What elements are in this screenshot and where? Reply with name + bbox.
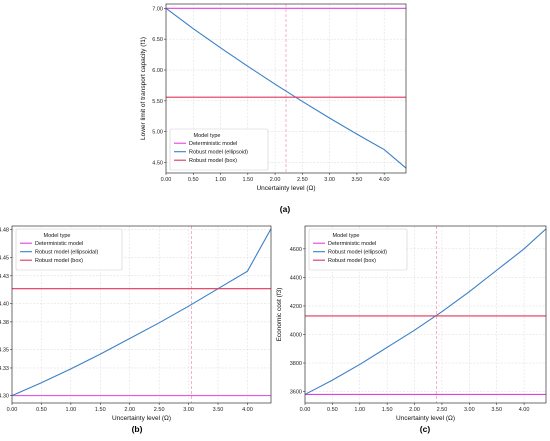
y-tick-label: 4.43 — [0, 274, 9, 280]
x-axis-label: Uncertainty level (Ω) — [112, 415, 171, 422]
x-tick-label: 3.50 — [213, 407, 224, 413]
legend-entry: Robust model (ellipsoid) — [189, 150, 248, 156]
x-axis-label: Uncertainty level (Ω) — [396, 415, 455, 422]
x-tick-label: 3.00 — [324, 177, 335, 183]
panel-label: (a) — [280, 204, 291, 214]
legend-entry: Robust model (ellipsoid) — [328, 250, 387, 256]
legend-title: Model type — [194, 133, 221, 139]
x-tick-label: 1.00 — [66, 407, 77, 413]
plot-frame — [165, 3, 407, 174]
x-tick-label: 3.00 — [183, 407, 194, 413]
plot-frame — [11, 225, 272, 404]
x-tick-label: 2.50 — [154, 407, 165, 413]
x-tick-label: 3.00 — [464, 407, 475, 413]
x-tick-label: 0.00 — [300, 407, 311, 413]
legend-box — [308, 228, 408, 271]
x-tick-label: 1.00 — [215, 177, 226, 183]
y-tick-label: 4.40 — [0, 301, 9, 307]
x-tick-label: 4.00 — [519, 407, 530, 413]
y-tick-label: 4.35 — [0, 348, 9, 354]
legend: Model type Deterministic model Robust mode… — [169, 128, 269, 171]
y-tick-label: 4000 — [290, 332, 302, 338]
x-tick-label: 0.50 — [327, 407, 338, 413]
y-tick-label: 4.50 — [152, 161, 163, 167]
x-tick-label: 4.00 — [242, 407, 253, 413]
x-axis-label: Uncertainty level (Ω) — [256, 185, 315, 192]
panel-label: (c) — [420, 424, 431, 434]
y-tick-label: 4200 — [290, 304, 302, 310]
legend-entry: Robust model (ellipsoidal) — [35, 250, 98, 256]
x-tick-label: 0.00 — [161, 177, 172, 183]
y-tick-label: 5.00 — [152, 130, 163, 136]
y-axis-label: Economic cost (f3) — [276, 288, 283, 342]
x-tick-label: 2.00 — [409, 407, 420, 413]
legend-box — [169, 128, 269, 171]
x-tick-label: 2.00 — [270, 177, 281, 183]
legend-title: Model type — [333, 233, 360, 239]
y-tick-label: 4.38 — [0, 320, 9, 326]
chart-panel-c: 0.00 0.50 1.00 1.50 2.00 2.50 3.00 3.50 4.00 3600… — [276, 225, 547, 434]
y-tick-label: 4.33 — [0, 366, 9, 372]
x-tick-label: 1.00 — [354, 407, 365, 413]
legend-entry: Robust model (box) — [328, 258, 376, 264]
legend-entry: Deterministic model — [328, 241, 376, 247]
y-tick-label: 4.45 — [0, 255, 9, 261]
x-tick-label: 0.00 — [7, 407, 18, 413]
y-tick-label: 4600 — [290, 247, 302, 253]
legend-entry: Deterministic model — [189, 141, 237, 147]
y-tick-label: 4400 — [290, 275, 302, 281]
plot-frame — [304, 225, 547, 404]
x-tick-label: 2.00 — [124, 407, 135, 413]
x-tick-label: 1.50 — [242, 177, 253, 183]
x-tick-label: 1.50 — [95, 407, 106, 413]
legend-entry: Deterministic model — [35, 241, 83, 247]
legend: Model type Deterministic model Robust mode… — [15, 228, 123, 271]
y-tick-label: 4.30 — [0, 394, 9, 400]
x-tick-label: 3.50 — [352, 177, 363, 183]
y-tick-label: 6.50 — [152, 37, 163, 43]
series-line-ellipsoid — [304, 228, 547, 395]
x-tick-label: 0.50 — [36, 407, 47, 413]
legend-title: Model type — [44, 233, 71, 239]
x-tick-label: 4.00 — [379, 177, 390, 183]
x-tick-label: 3.50 — [491, 407, 502, 413]
chart-panel-b: 0.00 0.50 1.00 1.50 2.00 2.50 3.00 3.50 4.00 4.30… — [0, 225, 272, 434]
legend-entry: Robust model (box) — [35, 258, 83, 264]
chart-panel-a: 0.00 0.50 1.00 1.50 2.00 2.50 3.00 3.50 4.00 4.50… — [140, 3, 407, 214]
panel-label: (b) — [132, 424, 143, 434]
y-tick-label: 3600 — [290, 390, 302, 396]
x-tick-label: 2.50 — [437, 407, 448, 413]
y-axis-label: Lower limit of transport capacity (f1) — [140, 37, 147, 140]
x-tick-label: 2.50 — [297, 177, 308, 183]
y-tick-label: 6.00 — [152, 68, 163, 74]
legend-box — [15, 228, 123, 271]
y-tick-label: 7.00 — [152, 6, 163, 12]
y-tick-label: 4.48 — [0, 228, 9, 234]
y-tick-label: 5.50 — [152, 99, 163, 105]
legend: Model type Deterministic model Robust mode… — [308, 228, 408, 271]
series-line-ellipsoid — [11, 228, 272, 397]
x-tick-label: 1.50 — [382, 407, 393, 413]
y-tick-label: 3800 — [290, 361, 302, 367]
x-tick-label: 0.50 — [188, 177, 199, 183]
legend-entry: Robust model (box) — [189, 158, 237, 164]
series-line-ellipsoid — [165, 7, 407, 169]
